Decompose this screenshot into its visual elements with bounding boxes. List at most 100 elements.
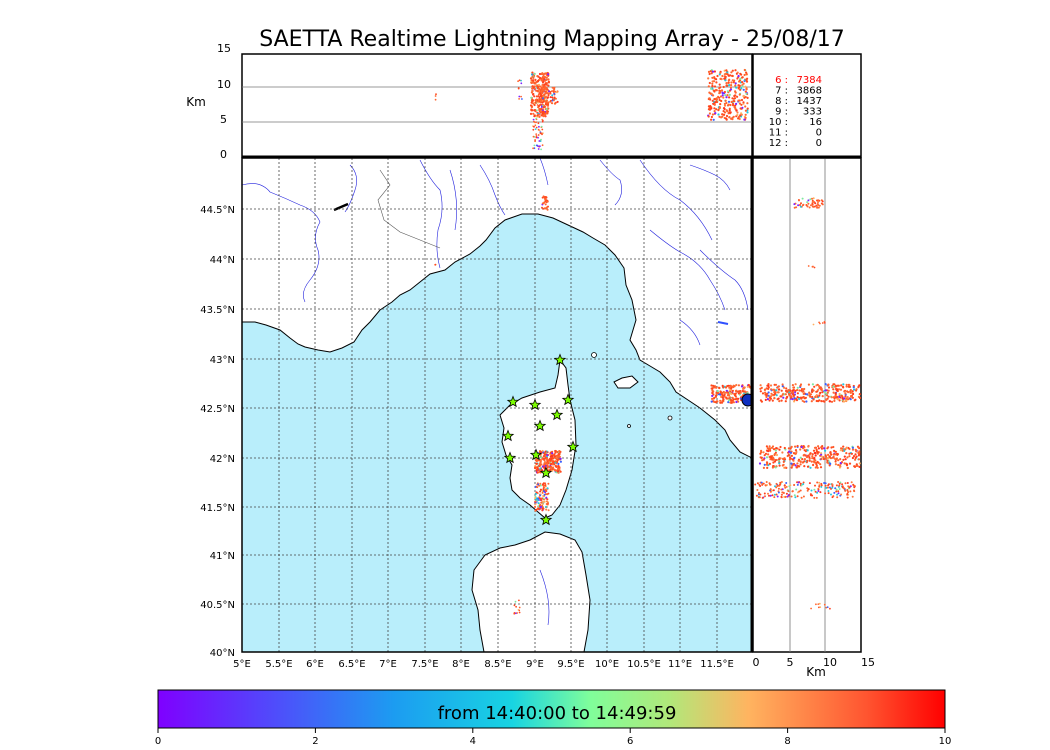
lightning-source bbox=[827, 383, 830, 387]
lightning-source bbox=[548, 460, 551, 463]
lightning-source bbox=[798, 389, 801, 392]
lightning-source bbox=[738, 80, 741, 83]
lightning-source bbox=[780, 495, 783, 498]
lightning-source bbox=[534, 509, 537, 512]
lightning-source bbox=[539, 85, 542, 88]
lightning-source bbox=[537, 148, 540, 150]
lightning-source bbox=[537, 90, 540, 93]
lightning-source bbox=[553, 97, 556, 100]
lightning-source bbox=[736, 71, 739, 74]
lightning-source bbox=[789, 389, 792, 392]
lightning-source bbox=[538, 496, 541, 499]
station-star-marker bbox=[561, 393, 575, 406]
lightning-source bbox=[824, 449, 827, 452]
lightning-source bbox=[802, 481, 805, 484]
lightning-source bbox=[769, 488, 772, 491]
lightning-source bbox=[531, 87, 534, 90]
lightning-source bbox=[518, 79, 521, 82]
lightning-source bbox=[543, 452, 546, 455]
lightning-source bbox=[710, 115, 714, 119]
lightning-source bbox=[553, 455, 556, 458]
lightning-source bbox=[772, 448, 776, 451]
lightning-source bbox=[543, 466, 546, 469]
lightning-source bbox=[545, 508, 548, 511]
lightning-source bbox=[855, 388, 858, 391]
lightning-source bbox=[837, 481, 840, 483]
lightning-source bbox=[730, 100, 734, 103]
lightning-source bbox=[722, 85, 725, 89]
lightning-source bbox=[848, 383, 851, 387]
lightning-source bbox=[776, 485, 779, 487]
lightning-source bbox=[735, 102, 738, 105]
lightning-source bbox=[854, 453, 857, 456]
lightning-source bbox=[555, 471, 558, 474]
lightning-source bbox=[542, 495, 545, 497]
lightning-source bbox=[799, 482, 802, 485]
lightning-source bbox=[768, 399, 771, 402]
lightning-source bbox=[778, 484, 781, 487]
lightning-source bbox=[815, 204, 818, 207]
lightning-source bbox=[539, 482, 542, 485]
lightning-source bbox=[819, 491, 822, 494]
lightning-source bbox=[832, 455, 835, 459]
lightning-source bbox=[796, 462, 799, 465]
lightning-source bbox=[797, 204, 800, 207]
lightning-source bbox=[768, 462, 772, 465]
lightning-source bbox=[547, 101, 550, 104]
latitude-labels: 44.5°N 44°N 43.5°N 43°N 42.5°N 42°N 41.5°N 41°N… bbox=[200, 205, 235, 659]
lightning-source bbox=[783, 386, 786, 389]
lightning-source bbox=[760, 456, 763, 459]
lightning-source bbox=[730, 84, 733, 87]
lightning-source bbox=[731, 79, 734, 82]
lightning-source bbox=[710, 118, 713, 121]
lightning-source bbox=[812, 398, 815, 401]
lightning-source bbox=[817, 488, 820, 491]
lightning-source bbox=[518, 606, 521, 609]
lightning-source bbox=[546, 208, 549, 211]
lightning-source bbox=[727, 384, 730, 387]
lightning-source bbox=[558, 467, 561, 470]
lightning-source bbox=[837, 459, 840, 462]
lightning-source bbox=[737, 117, 740, 120]
lightning-source bbox=[814, 452, 817, 455]
lightning-source bbox=[558, 450, 561, 453]
lightning-source bbox=[794, 496, 797, 499]
lightning-source bbox=[833, 449, 836, 452]
lightning-source bbox=[765, 456, 769, 459]
side-scatter bbox=[754, 197, 861, 610]
lightning-source bbox=[434, 95, 437, 97]
lightning-source bbox=[746, 385, 749, 388]
lightning-source bbox=[715, 98, 719, 101]
lightning-source bbox=[767, 391, 770, 394]
lightning-source bbox=[835, 387, 838, 391]
station-count-label: 8 : bbox=[775, 96, 788, 107]
lightning-source bbox=[806, 459, 809, 462]
lightning-source bbox=[764, 484, 767, 487]
lightning-source bbox=[534, 492, 537, 495]
lightning-source bbox=[542, 497, 545, 500]
lightning-source bbox=[830, 400, 834, 403]
station-count-value: 0 bbox=[816, 128, 822, 139]
lightning-source bbox=[761, 392, 765, 395]
lightning-source bbox=[781, 383, 784, 386]
lightning-source bbox=[712, 118, 715, 121]
lightning-source bbox=[728, 78, 731, 81]
lightning-source bbox=[811, 197, 813, 200]
lightning-source bbox=[843, 400, 846, 403]
lightning-source bbox=[836, 496, 839, 499]
lightning-source bbox=[740, 73, 743, 76]
lightning-source bbox=[543, 462, 546, 465]
lightning-source bbox=[790, 445, 793, 448]
lightning-source bbox=[832, 391, 835, 394]
sardinia-island bbox=[471, 531, 591, 652]
lightning-source bbox=[537, 497, 540, 500]
lightning-source bbox=[780, 481, 783, 483]
station-count-value: 7384 bbox=[797, 75, 822, 86]
lightning-source bbox=[774, 392, 777, 395]
lightning-source bbox=[826, 459, 829, 462]
lightning-source bbox=[731, 396, 734, 399]
lightning-source bbox=[820, 485, 823, 488]
lightning-source bbox=[858, 393, 861, 396]
lightning-source bbox=[734, 395, 737, 398]
